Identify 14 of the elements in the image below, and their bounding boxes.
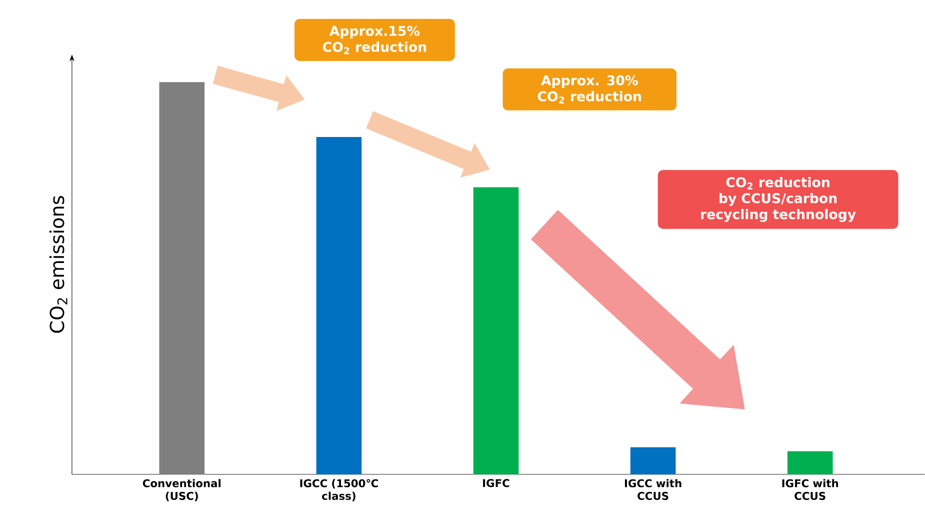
x-tick-label: Conventional (USC): [142, 478, 221, 502]
bar: [630, 447, 676, 474]
bar: [473, 187, 519, 474]
x-tick-label: IGCC with CCUS: [624, 478, 682, 500]
annotation: Approx. 30% CO$_{2}$ reduction: [538, 75, 641, 104]
bar: [159, 82, 205, 474]
x-tick-label: IGFC: [483, 478, 510, 487]
x-tick-label: IGFC with CCUS: [782, 478, 838, 500]
text: Approx.15% CO$_{2}$ reduction: [322, 26, 426, 54]
bar: [787, 451, 833, 474]
y-axis-title: CO$_{2}$ emissions: [49, 196, 68, 333]
annotation: CO$_{2}$ reduction by CCUS/carbon recycling technology: [701, 176, 856, 222]
bar: [316, 136, 362, 474]
x-tick-label: IGCC (1500℃ class): [300, 478, 378, 502]
